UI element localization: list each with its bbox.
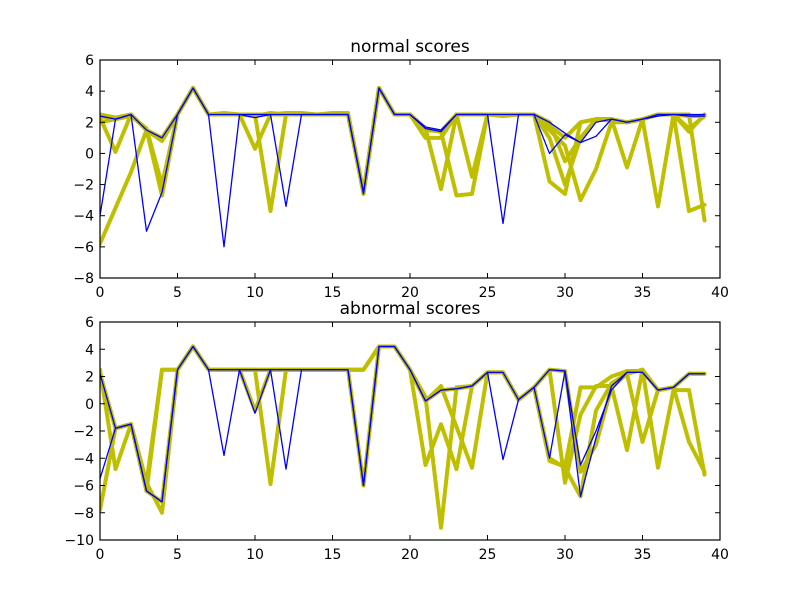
normal-scores-plot: normal scores 0 5 10 15 20 25 30 35 40 −8 −6 −4 −2 0 2…: [73, 37, 729, 301]
y-tick-label: −8: [73, 506, 94, 522]
y-tick-label: 0: [85, 397, 94, 413]
y-tick-label: 2: [85, 115, 94, 131]
y-tick-label: −10: [64, 533, 94, 549]
x-tick-label: 25: [479, 285, 497, 301]
x-tick-label: 15: [324, 547, 342, 563]
y-tick-label: 0: [85, 146, 94, 162]
series-line-3: [100, 344, 707, 504]
x-tick-label: 10: [246, 285, 264, 301]
x-tick-label: 30: [556, 547, 574, 563]
y-tick-label: 6: [85, 53, 94, 69]
y-tick-label: −4: [73, 451, 94, 467]
x-tick-label: 5: [173, 285, 182, 301]
series-line-0: [100, 86, 707, 196]
series-line-3: [100, 86, 707, 196]
x-tick-label: 20: [401, 547, 419, 563]
x-tick-label: 35: [634, 285, 652, 301]
series-line-5: [100, 87, 706, 248]
abnormal-scores-plot: abnormal scores 0 5 10 15 20 25 30 35 40−10−8−6−…: [64, 299, 728, 563]
series-line-6: [100, 87, 706, 194]
series-line-0: [100, 344, 707, 530]
series-line-1: [100, 344, 707, 515]
y-tick-label: −6: [73, 240, 94, 256]
series-line-5: [100, 345, 706, 503]
x-tick-label: 10: [246, 547, 264, 563]
x-tick-label: 0: [96, 547, 105, 563]
x-tick-label: 40: [711, 285, 729, 301]
y-tick-label: 4: [85, 84, 94, 100]
x-tick-label: 20: [401, 285, 419, 301]
y-tick-label: 2: [85, 370, 94, 386]
series-line-4: [100, 345, 706, 503]
x-tick-label: 25: [479, 547, 497, 563]
series-line-4: [100, 86, 707, 223]
x-tick-label: 0: [96, 285, 105, 301]
series-lines: [100, 86, 707, 248]
x-tick-label: 40: [711, 547, 729, 563]
x-tick-label: 35: [634, 547, 652, 563]
y-tick-label: −4: [73, 209, 94, 225]
y-tick-label: −8: [73, 271, 94, 287]
series-lines: [100, 344, 707, 530]
x-tick-label: 15: [324, 285, 342, 301]
series-line-2: [100, 344, 707, 493]
y-tick-label: 6: [85, 315, 94, 331]
y-tick-label: 4: [85, 342, 94, 358]
y-tick-label: −2: [73, 178, 94, 194]
x-tick-label: 30: [556, 285, 574, 301]
axes-frame: [99, 321, 721, 541]
y-tick-label: −6: [73, 479, 94, 495]
chart-title: normal scores: [350, 37, 470, 57]
y-tick-label: −2: [73, 424, 94, 440]
chart-title: abnormal scores: [340, 299, 481, 319]
series-line-1: [100, 86, 707, 214]
x-tick-label: 5: [173, 547, 182, 563]
series-line-2: [100, 86, 707, 246]
